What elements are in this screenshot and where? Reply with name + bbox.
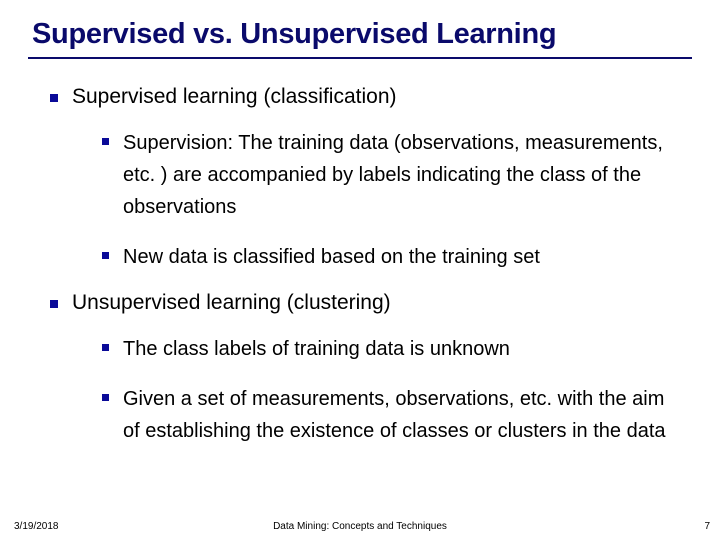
bullet-text: Unsupervised learning (clustering): [72, 291, 391, 315]
bullet-text: New data is classified based on the trai…: [123, 241, 540, 273]
title-rule: [28, 57, 692, 59]
square-bullet-icon: [102, 138, 109, 145]
bullet-level2: The class labels of training data is unk…: [102, 333, 680, 365]
bullet-text: Given a set of measurements, observation…: [123, 383, 680, 447]
bullet-level2: Given a set of measurements, observation…: [102, 383, 680, 447]
bullet-level1: Unsupervised learning (clustering): [50, 291, 688, 315]
square-bullet-icon: [102, 394, 109, 401]
square-bullet-icon: [50, 300, 58, 308]
bullet-text: The class labels of training data is unk…: [123, 333, 510, 365]
square-bullet-icon: [102, 252, 109, 259]
square-bullet-icon: [102, 344, 109, 351]
footer-page-number: 7: [704, 521, 710, 532]
slide-title: Supervised vs. Unsupervised Learning: [32, 18, 688, 51]
slide: Supervised vs. Unsupervised Learning Sup…: [0, 0, 720, 540]
bullet-level1: Supervised learning (classification): [50, 85, 688, 109]
bullet-level2: Supervision: The training data (observat…: [102, 127, 680, 223]
bullet-text: Supervised learning (classification): [72, 85, 397, 109]
bullet-text: Supervision: The training data (observat…: [123, 127, 680, 223]
square-bullet-icon: [50, 94, 58, 102]
footer-title: Data Mining: Concepts and Techniques: [0, 521, 720, 532]
bullet-level2: New data is classified based on the trai…: [102, 241, 680, 273]
